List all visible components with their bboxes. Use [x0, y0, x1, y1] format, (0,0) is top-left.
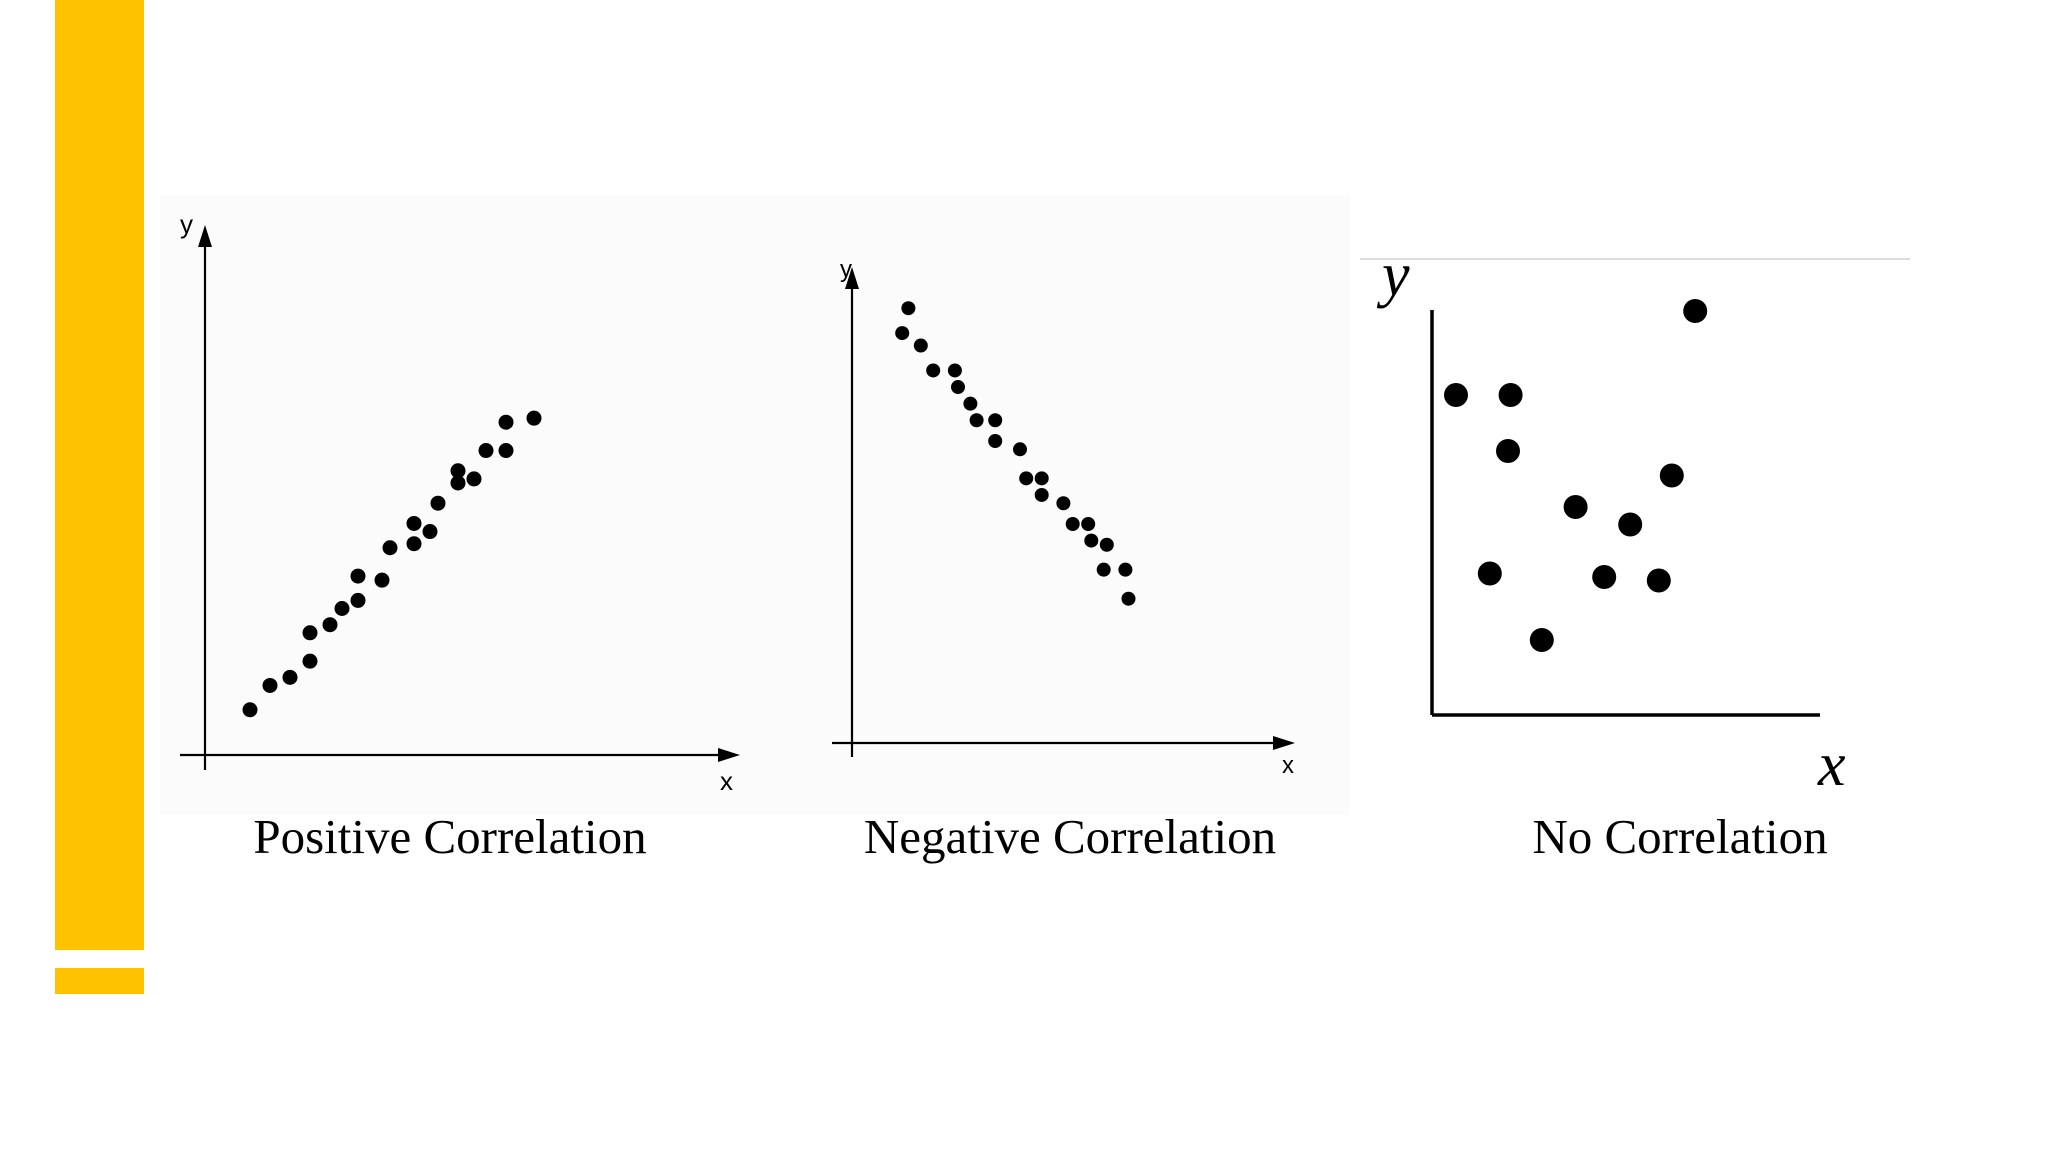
accent-bar: [55, 0, 144, 950]
scatter-point: [302, 653, 318, 669]
scatter-point: [242, 702, 258, 718]
scatter-point: [498, 414, 514, 430]
positive-correlation-plot: yx: [180, 209, 740, 796]
scatter-point: [1096, 562, 1111, 577]
scatter-point: [322, 617, 338, 633]
scatter-point: [988, 413, 1003, 428]
negative-correlation-caption: Negative Correlation: [863, 809, 1277, 864]
scatter-point: [430, 495, 446, 511]
x-axis-arrow-icon: [718, 748, 740, 762]
x-axis-arrow-icon: [1273, 736, 1295, 750]
scatter-point: [374, 572, 390, 588]
scatter-point: [526, 410, 542, 426]
scatter-point: [350, 592, 366, 608]
scatter-point: [1618, 512, 1643, 537]
scatter-point: [901, 301, 916, 316]
scatter-point: [262, 677, 278, 693]
scatter-point: [450, 475, 466, 491]
scatter-point: [1084, 533, 1099, 548]
scatter-point: [1496, 439, 1520, 463]
scatter-point: [1118, 562, 1133, 577]
y-axis-label: y: [180, 209, 193, 239]
scatter-point: [1013, 442, 1027, 457]
scatter-point: [1019, 471, 1034, 486]
scatter-point: [466, 471, 482, 487]
y-axis-arrow-icon: [845, 267, 859, 289]
scatter-point: [1563, 495, 1588, 519]
negative-correlation-plot: yx: [832, 256, 1295, 779]
scatter-point: [302, 625, 318, 641]
scatter-point: [895, 326, 910, 341]
scatter-point: [969, 413, 984, 428]
scatter-point: [988, 434, 1003, 448]
scatter-point: [1683, 299, 1708, 323]
scatter-point: [1646, 568, 1671, 593]
accent-bar-small: [55, 968, 144, 994]
scatter-point: [951, 380, 965, 395]
scatter-point: [1444, 383, 1468, 407]
scatter-point: [406, 536, 422, 552]
scatter-point: [1056, 496, 1071, 511]
y-axis-label: y: [840, 256, 852, 283]
scatter-point: [450, 463, 466, 479]
x-axis-label: x: [1817, 731, 1846, 799]
scatter-point: [1081, 517, 1096, 531]
scatter-point: [947, 363, 962, 378]
scatter-point: [406, 515, 422, 531]
scatter-point: [1034, 471, 1049, 486]
scatter-point: [913, 338, 928, 353]
scatter-point: [1065, 517, 1080, 531]
scatter-point: [334, 601, 350, 616]
y-axis-arrow-icon: [198, 225, 212, 247]
no-correlation-plot: yx: [1360, 241, 1910, 799]
scatter-point: [1034, 487, 1049, 502]
no-correlation-caption: No Correlation: [1532, 809, 1828, 864]
positive-correlation-caption: Positive Correlation: [253, 809, 647, 864]
y-axis-label: y: [1376, 241, 1410, 309]
scatter-point: [382, 540, 398, 556]
scatter-point: [926, 363, 941, 378]
scatter-point: [282, 669, 298, 685]
scatter-point: [422, 524, 438, 540]
scatter-point: [1498, 383, 1523, 407]
scatter-point: [1099, 537, 1114, 552]
scatter-point: [350, 568, 366, 584]
scatter-point: [1529, 628, 1554, 652]
scatter-point: [963, 396, 978, 411]
scatter-point: [1121, 591, 1136, 606]
x-axis-label: x: [1282, 752, 1294, 779]
x-axis-label: x: [720, 766, 733, 796]
scatter-point: [1477, 561, 1502, 586]
scatter-point: [498, 443, 514, 459]
scatter-point: [1659, 463, 1684, 488]
scatter-point: [1592, 565, 1617, 589]
scatter-point: [478, 443, 494, 459]
